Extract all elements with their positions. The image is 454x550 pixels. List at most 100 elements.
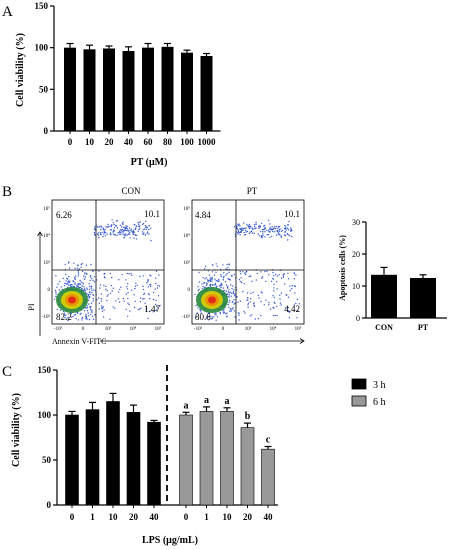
flow-dot: [59, 280, 61, 283]
panel-b-bar: [371, 274, 397, 318]
flow-dot: [228, 294, 230, 296]
flow-y-tick-label: -10³: [182, 314, 191, 320]
flow-dot: [198, 288, 200, 291]
flow-dot: [295, 274, 297, 276]
panel-c-x-tick-label: 10: [109, 512, 119, 522]
flow-dot: [260, 222, 263, 225]
flow-dot: [79, 283, 82, 285]
flow-x-label: Annexin V-FITC: [52, 337, 106, 346]
flow-dot: [133, 237, 135, 239]
flow-dot: [228, 310, 231, 313]
flow-dot: [77, 319, 80, 321]
flow-dot: [55, 293, 57, 295]
flow-dot: [278, 231, 280, 233]
flow-dot: [237, 301, 239, 303]
flow-dot: [145, 305, 147, 308]
flow-dot: [152, 298, 155, 301]
flow-dot: [287, 229, 290, 231]
flow-dot: [111, 290, 113, 292]
flow-dot: [225, 268, 227, 270]
flow-dot: [93, 281, 96, 283]
flow-dot: [79, 279, 81, 282]
flow-y-tick-label: 0: [188, 288, 191, 293]
flow-dot: [119, 288, 121, 291]
flow-dot: [101, 308, 103, 310]
flow-dot: [90, 285, 93, 287]
flow-dot: [146, 226, 149, 229]
flow-dot: [89, 296, 91, 298]
flow-dot: [112, 231, 114, 233]
flow-dot: [134, 224, 136, 226]
flow-dot: [278, 229, 281, 231]
flow-dot: [89, 291, 91, 294]
flow-dot: [272, 295, 274, 297]
flow-dot: [64, 282, 66, 285]
flow-dot: [128, 273, 130, 275]
panel-c-bar: [220, 411, 234, 506]
flow-dot: [276, 230, 278, 232]
flow-dot: [225, 284, 228, 286]
flow-dot: [157, 295, 160, 297]
flow-dot: [89, 313, 92, 316]
flow-dot: [150, 239, 152, 242]
flow-dot: [117, 232, 120, 234]
flow-dot: [288, 317, 290, 319]
flow-dot: [241, 227, 243, 229]
flow-dot: [142, 222, 145, 225]
flow-dot: [147, 280, 149, 282]
flow-dot: [56, 286, 58, 288]
panel-a-x-tick-label: 40: [124, 137, 134, 147]
flow-dot: [87, 295, 89, 298]
flow-dot: [205, 282, 208, 284]
flow-dot: [150, 309, 153, 311]
flow-dot: [288, 220, 290, 223]
flow-dot: [237, 223, 239, 225]
flow-dot: [255, 227, 257, 229]
flow-dot: [220, 283, 222, 286]
flow-dot: [204, 265, 207, 267]
flow-dot: [213, 274, 216, 276]
flow-dot: [287, 278, 290, 280]
flow-dot: [62, 277, 65, 280]
flow-dot: [239, 300, 242, 302]
flow-dot: [269, 236, 271, 238]
flow-dot: [223, 312, 225, 314]
flow-dot: [83, 288, 86, 291]
panel-a-bar: [142, 47, 154, 131]
flow-dot: [198, 271, 200, 274]
flow-dot: [147, 231, 149, 233]
flow-dot: [293, 285, 296, 287]
flow-con-title: CON: [121, 186, 141, 196]
flow-dot: [114, 225, 117, 227]
flow-dot: [234, 302, 236, 304]
flow-dot: [253, 304, 255, 307]
flow-dot: [106, 295, 109, 297]
flow-dot: [291, 287, 293, 290]
flow-dot: [122, 229, 125, 232]
flow-y-tick-label: -10³: [42, 314, 51, 320]
flow-dot: [91, 291, 93, 294]
flow-dot: [216, 265, 218, 267]
flow-dot: [143, 298, 145, 300]
flow-dot: [155, 277, 157, 279]
flow-dot: [296, 317, 298, 319]
panel-c-bar: [65, 414, 79, 506]
panel-c-y-label: Cell viability (%): [11, 393, 22, 467]
flow-dot: [117, 298, 120, 300]
panel-c-sig-letter: a: [225, 396, 230, 407]
flow-dot: [109, 272, 112, 275]
flow-dot: [289, 289, 291, 292]
flow-dot: [252, 291, 254, 294]
flow-dot: [254, 318, 256, 320]
flow-dot: [77, 271, 80, 273]
flow-dot: [77, 273, 80, 275]
flow-dot: [233, 299, 235, 301]
flow-dot: [208, 312, 210, 315]
flow-dot: [233, 226, 236, 228]
flow-dot: [122, 221, 124, 223]
flow-dot: [289, 227, 292, 229]
flow-dot: [155, 309, 157, 311]
flow-dot: [118, 301, 121, 303]
flow-dot: [136, 284, 138, 286]
flow-dot: [139, 227, 141, 229]
